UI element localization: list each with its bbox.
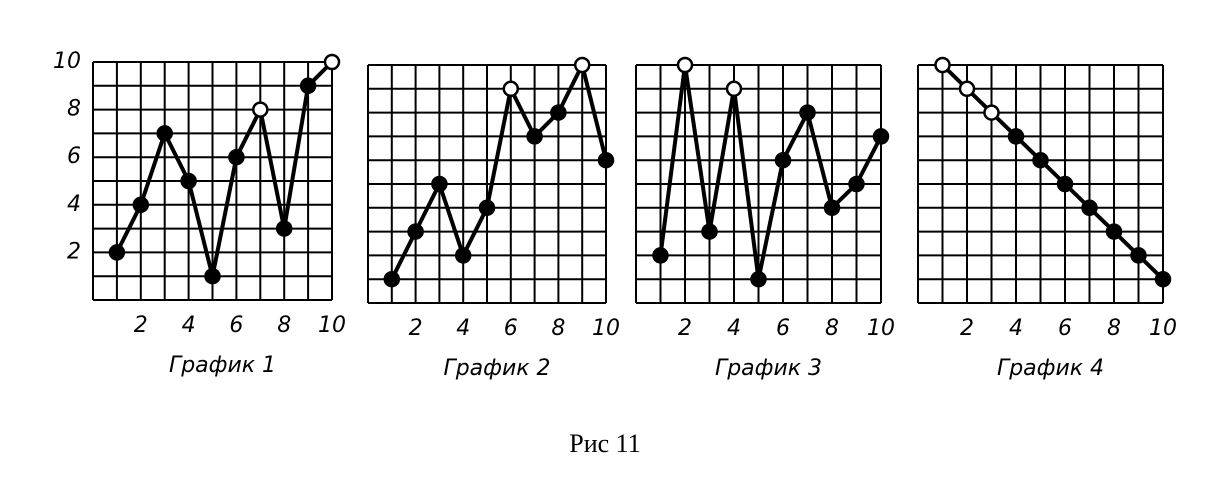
x-tick-label: 10 (592, 316, 620, 341)
data-point (725, 80, 743, 98)
data-point (228, 148, 245, 166)
x-tick-label: 6 (504, 316, 518, 341)
data-point (774, 151, 792, 169)
data-point (934, 56, 951, 74)
y-tick-label: 4 (67, 192, 81, 217)
data-point (1007, 128, 1025, 145)
data-point (526, 128, 543, 145)
data-point (799, 104, 816, 121)
data-point (252, 101, 269, 118)
x-tick-label: 4 (727, 316, 741, 341)
data-point (872, 128, 890, 145)
y-tick-label: 8 (67, 97, 81, 122)
data-point (383, 270, 401, 288)
y-tick-label: 6 (67, 144, 81, 169)
chart-title: График 2 (443, 356, 550, 381)
data-point (1032, 151, 1049, 169)
data-point (1130, 247, 1147, 264)
x-tick-label: 8 (825, 316, 839, 341)
x-tick-label: 8 (551, 316, 565, 341)
data-line (390, 63, 608, 281)
data-point (108, 244, 126, 261)
data-point (204, 267, 221, 285)
data-point (652, 247, 669, 264)
data-point (848, 175, 865, 193)
y-tick-label: 2 (67, 239, 81, 264)
data-point (1154, 270, 1172, 288)
data-line (115, 60, 334, 279)
x-tick-label: 8 (1107, 316, 1121, 341)
x-tick-label: 6 (776, 316, 790, 341)
x-tick-label: 2 (134, 313, 148, 338)
data-point (573, 56, 591, 74)
data-point (750, 270, 767, 288)
x-tick-label: 4 (1009, 316, 1023, 341)
chart-title: График 4 (997, 356, 1104, 381)
data-point (407, 223, 424, 240)
x-tick-label: 4 (456, 316, 470, 341)
data-point (299, 77, 317, 95)
x-tick-label: 10 (1149, 316, 1177, 341)
x-tick-label: 10 (867, 316, 895, 341)
data-point (431, 175, 448, 193)
data-point (478, 199, 496, 217)
chart-title: График 1 (169, 353, 276, 378)
x-tick-label: 8 (277, 313, 291, 338)
caption: Рис 11 (569, 429, 640, 458)
x-tick-label: 6 (1058, 316, 1072, 341)
data-point (1056, 175, 1074, 193)
data-point (323, 53, 341, 71)
data-point (502, 80, 520, 98)
data-point (823, 199, 841, 217)
x-tick-label: 2 (960, 316, 974, 341)
data-point (454, 247, 472, 264)
data-point (156, 125, 173, 142)
x-tick-label: 4 (182, 313, 196, 338)
data-point (958, 80, 976, 98)
y-tick-label: 10 (53, 49, 81, 74)
x-tick-label: 2 (678, 316, 692, 341)
data-point (597, 151, 615, 169)
chart-title: График 3 (715, 356, 822, 381)
data-point (676, 56, 694, 74)
data-point (180, 172, 197, 190)
data-point (275, 220, 293, 237)
x-tick-label: 10 (318, 313, 346, 338)
data-point (1105, 223, 1123, 240)
data-line (658, 63, 883, 282)
data-point (132, 196, 150, 214)
data-point (1081, 199, 1098, 217)
x-tick-label: 6 (229, 313, 243, 338)
data-point (550, 104, 567, 121)
data-point (983, 104, 1000, 121)
x-tick-label: 2 (409, 316, 423, 341)
data-point (701, 223, 718, 240)
data-line (941, 63, 1165, 281)
